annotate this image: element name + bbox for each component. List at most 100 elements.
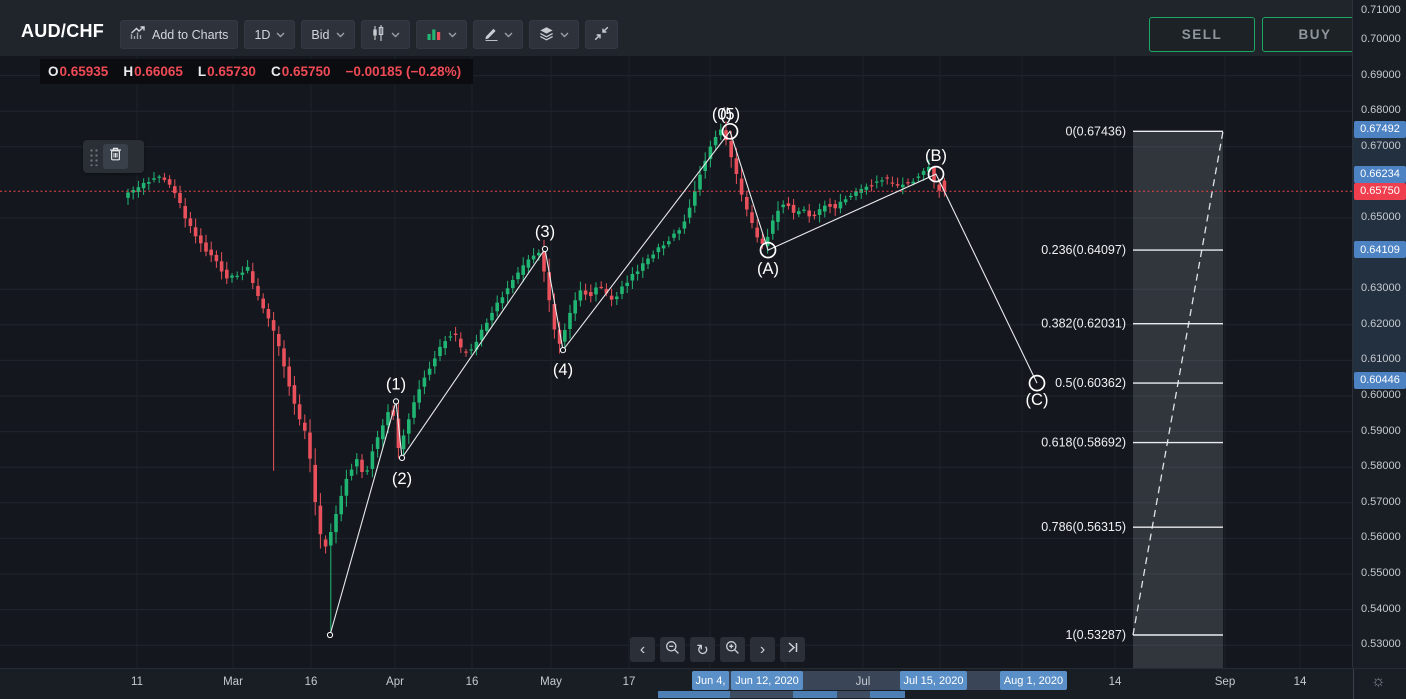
svg-text:0.5(0.60362): 0.5(0.60362) — [1055, 376, 1126, 390]
layers-icon — [539, 26, 554, 44]
sell-button-label: SELL — [1181, 27, 1223, 42]
svg-text:(2): (2) — [392, 470, 412, 488]
price-tick-label: 0.54000 — [1361, 602, 1401, 615]
low-label: L — [197, 64, 207, 79]
trash-icon — [109, 147, 122, 166]
price-tick-label: 0.65000 — [1361, 211, 1401, 223]
collapse-chart-button[interactable] — [584, 20, 618, 49]
timeframe-label: 1D — [254, 27, 271, 42]
zoom-out-icon — [665, 640, 680, 660]
time-range-chip: Jun 4, — [692, 671, 729, 690]
price-tick-label: 0.53000 — [1361, 638, 1401, 651]
svg-text:(C): (C) — [1026, 391, 1049, 409]
pan-right-button[interactable]: › — [750, 637, 775, 662]
high-label: H — [123, 64, 134, 79]
close-value: 0.65750 — [281, 64, 331, 79]
scrollbar-segment[interactable] — [730, 691, 793, 698]
time-tick-label: 14 — [1108, 676, 1122, 688]
candlestick-icon — [371, 25, 385, 44]
timeframe-dropdown[interactable]: 1D — [244, 20, 296, 49]
low-value: 0.65730 — [207, 64, 256, 79]
price-tick-label: 0.71000 — [1361, 4, 1401, 16]
chevron-down-icon — [391, 32, 400, 38]
collapse-arrows-icon — [594, 26, 609, 44]
price-level-chip: 0.66234 — [1354, 165, 1406, 183]
price-tick-label: 0.68000 — [1361, 104, 1401, 117]
price-type-label: Bid — [311, 27, 330, 42]
price-tick-label: 0.60000 — [1361, 389, 1401, 401]
chart-line-icon — [130, 26, 146, 43]
svg-text:(3): (3) — [535, 223, 555, 241]
svg-text:(0): (0) — [712, 105, 732, 123]
time-tick-label: Jul — [855, 676, 871, 688]
chart-toolbar: Add to Charts 1D Bid — [120, 20, 618, 49]
chart-style-dropdown[interactable] — [360, 20, 410, 49]
time-tick-label: Mar — [223, 676, 243, 688]
time-range-chip: Jul 15, 2020 — [900, 671, 967, 690]
price-tick-label: 0.57000 — [1361, 495, 1401, 508]
time-tick-label: 11 — [131, 676, 143, 688]
time-tick-label: 17 — [622, 676, 636, 688]
svg-text:(5): (5) — [720, 105, 740, 123]
zoom-out-button[interactable] — [660, 637, 685, 662]
zoom-in-icon — [725, 640, 740, 660]
price-tick-label: 0.62000 — [1361, 317, 1401, 330]
current-price-chip: 0.65750 — [1354, 182, 1406, 200]
price-tick-label: 0.55000 — [1361, 567, 1401, 579]
axis-corner-divider — [1353, 669, 1354, 699]
price-tick-label: 0.69000 — [1361, 68, 1401, 81]
zoom-in-button[interactable] — [720, 637, 745, 662]
price-axis[interactable]: 0.71000 0.70000 0.69000 0.68000 0.67000 0.650… — [1352, 0, 1406, 668]
close-label: C — [270, 64, 281, 79]
time-range-chip: Jun 12, 2020 — [731, 671, 803, 690]
svg-text:0(0.67436): 0(0.67436) — [1066, 124, 1126, 138]
high-value: 0.66065 — [134, 64, 183, 79]
scrollbar-segment[interactable] — [658, 691, 730, 698]
price-level-chip: 0.64109 — [1354, 241, 1406, 259]
scrollbar-segment[interactable] — [837, 691, 870, 698]
time-tick-label: May — [540, 676, 562, 688]
open-label: O — [48, 64, 59, 79]
svg-text:(B): (B) — [925, 147, 947, 165]
open-value: 0.65935 — [59, 64, 109, 79]
time-tick-label: 14 — [1293, 676, 1307, 688]
drag-handle[interactable] — [88, 147, 98, 166]
svg-text:0.786(0.56315): 0.786(0.56315) — [1041, 520, 1126, 534]
drawing-object-toolbar — [83, 140, 144, 173]
symbol-title: AUD/CHF — [21, 21, 105, 41]
scrollbar-segment[interactable] — [870, 691, 905, 698]
svg-text:(1): (1) — [386, 375, 406, 393]
brightness-theme-icon[interactable]: ☼ — [1371, 673, 1386, 690]
svg-text:0.618(0.58692): 0.618(0.58692) — [1041, 436, 1126, 450]
bar-chart-icon — [426, 26, 442, 44]
pencil-icon — [483, 25, 498, 44]
draw-tools-dropdown[interactable] — [472, 20, 523, 49]
chevron-down-icon — [276, 32, 285, 38]
svg-text:(A): (A) — [757, 260, 779, 278]
svg-text:(4): (4) — [553, 361, 573, 379]
price-chart-canvas[interactable]: 0(0.67436) 0.236(0.64097) 0.382(0.62031) 0.… — [0, 0, 1352, 668]
buy-button[interactable]: BUY — [1262, 17, 1368, 52]
pan-left-button[interactable]: ‹ — [630, 637, 655, 662]
add-to-charts-button[interactable]: Add to Charts — [120, 20, 239, 49]
price-tick-label: 0.67000 — [1361, 139, 1401, 152]
svg-text:0.236(0.64097): 0.236(0.64097) — [1041, 243, 1126, 257]
price-tick-label: 0.61000 — [1361, 353, 1401, 366]
chevron-down-icon — [336, 32, 345, 38]
price-type-dropdown[interactable]: Bid — [301, 20, 355, 49]
scrollbar-segment[interactable] — [793, 691, 837, 698]
ohlc-readout: O 0.65935 H 0.66065 L 0.65730 C 0.65750 −0.0… — [40, 59, 474, 84]
sell-button[interactable]: SELL — [1149, 17, 1255, 52]
reset-view-button[interactable]: ↻ — [690, 637, 715, 662]
time-tick-label: Apr — [386, 676, 404, 688]
time-axis[interactable]: ☼ Jun 4, Jun 12, 2020 Jul 15, 2020 Aug 1, 2… — [0, 668, 1406, 699]
chart-navigation: ‹ ↻ › — [630, 637, 805, 662]
price-level-chip: 0.60446 — [1354, 371, 1406, 389]
layers-dropdown[interactable] — [528, 20, 579, 49]
delete-drawing-button[interactable] — [103, 144, 128, 169]
change-value: −0.00185 (−0.28%) — [345, 64, 462, 79]
indicators-dropdown[interactable] — [415, 20, 467, 49]
jump-to-latest-button[interactable] — [780, 637, 805, 662]
price-tick-label: 0.59000 — [1361, 424, 1401, 437]
